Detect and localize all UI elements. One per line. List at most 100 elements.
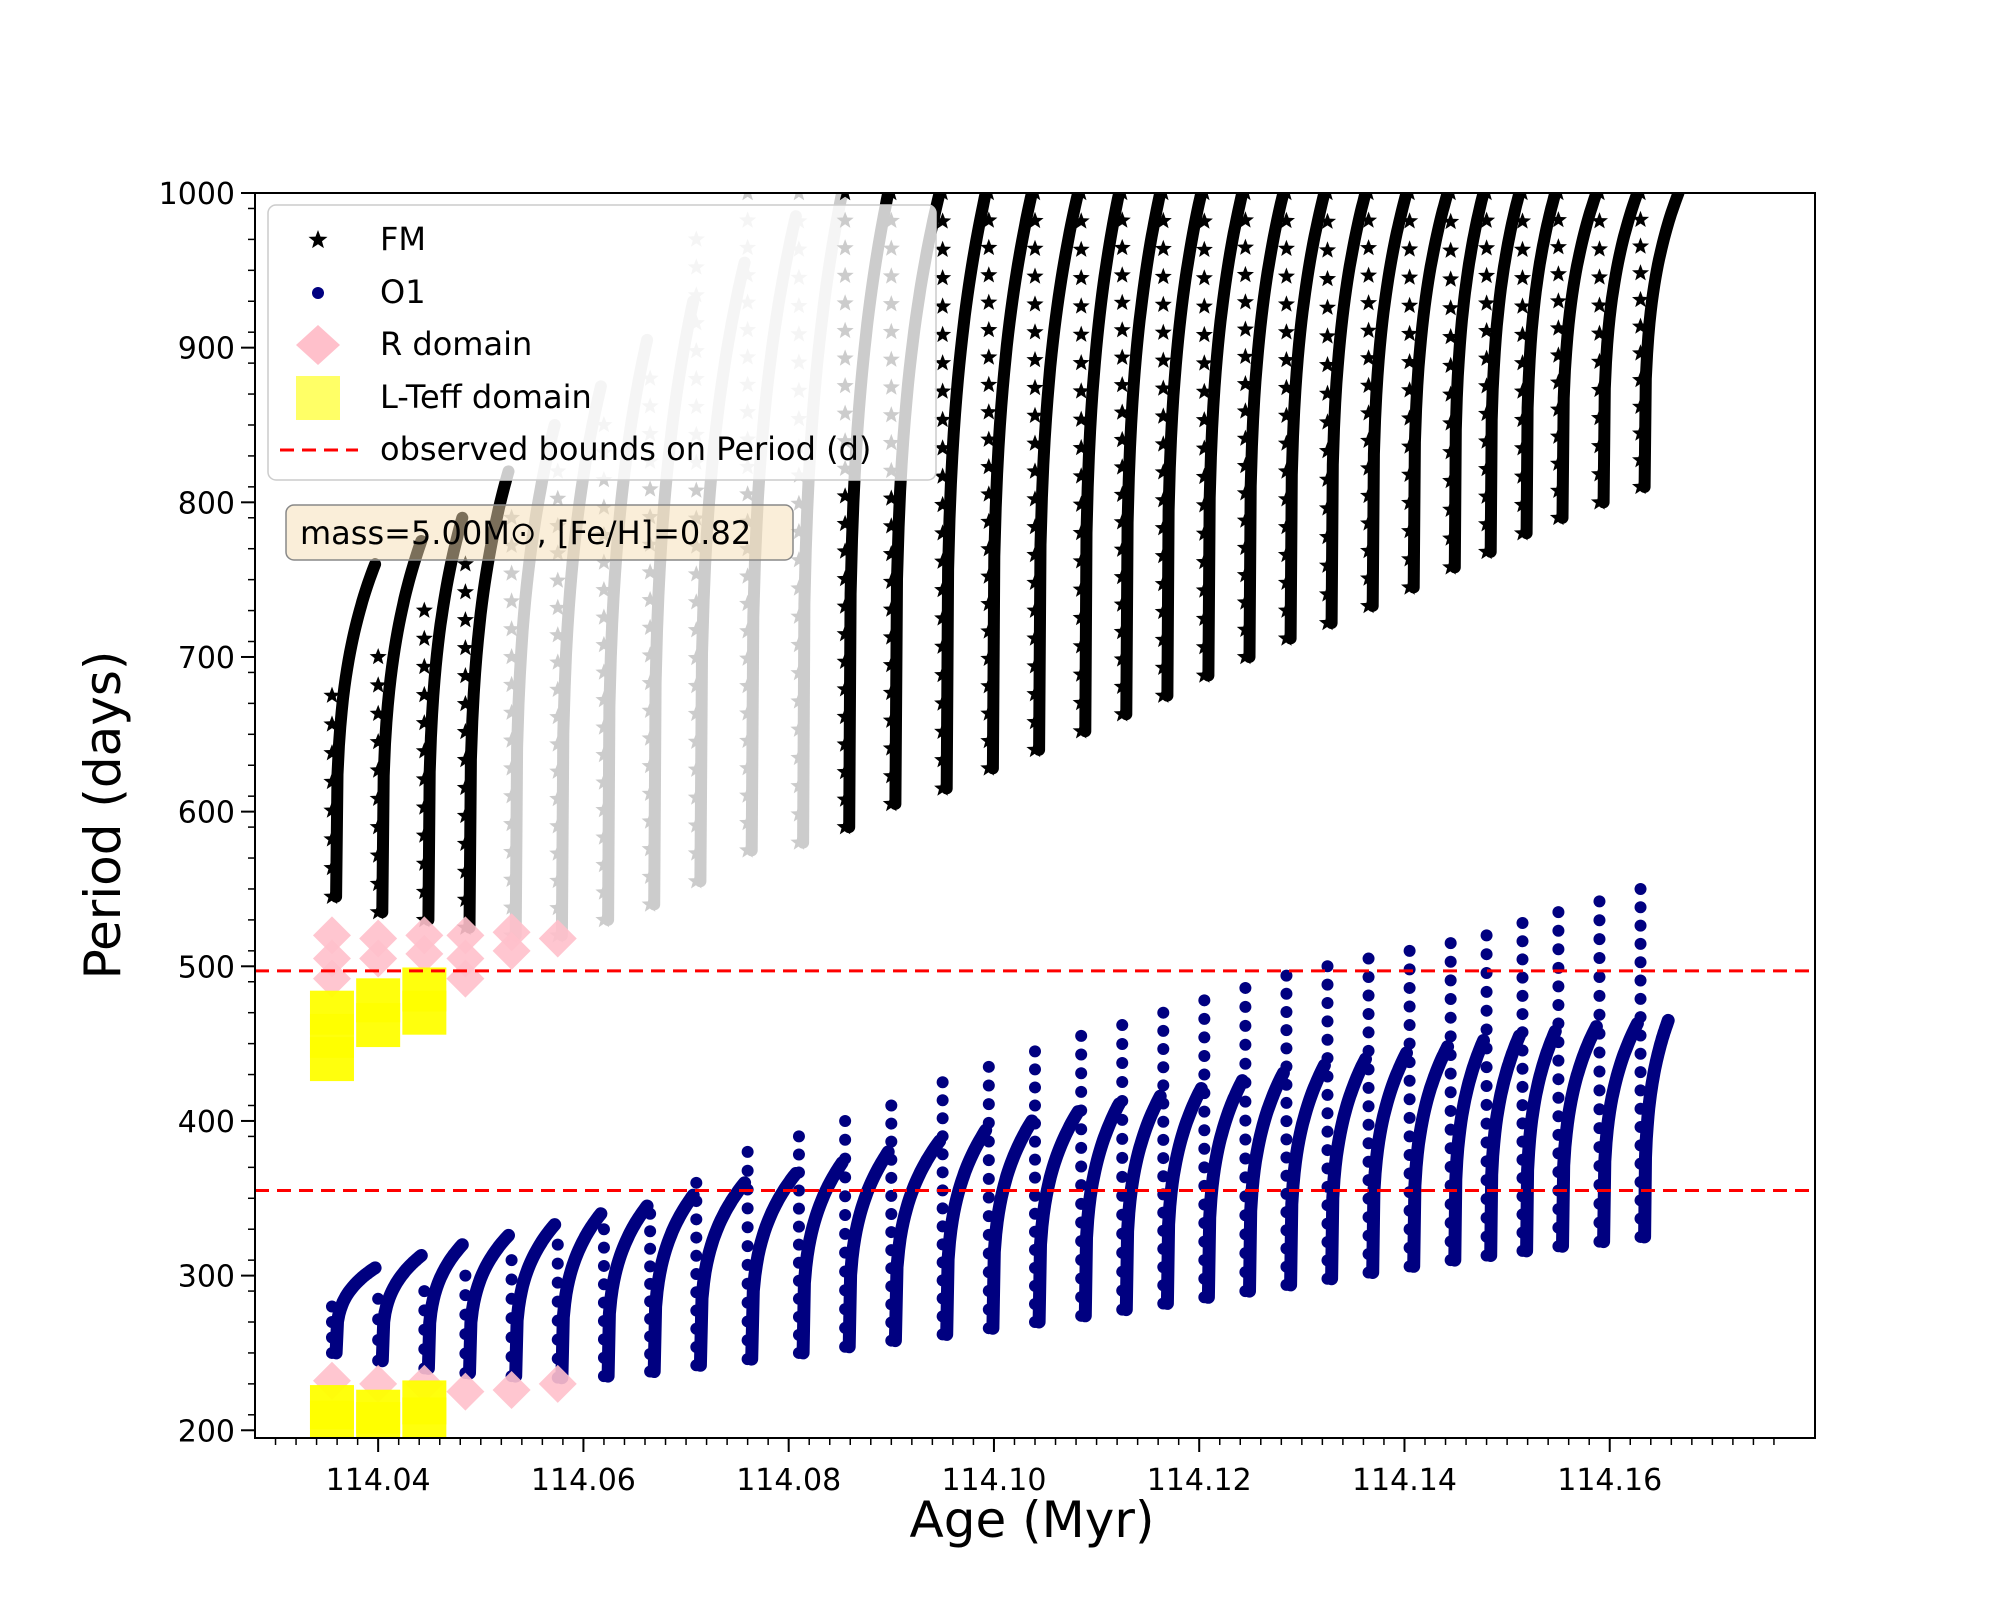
o1-point — [1444, 1048, 1457, 1061]
o1-point — [1552, 1110, 1565, 1123]
fm-point — [549, 844, 567, 861]
r-domain-point — [312, 959, 351, 998]
o1-point — [1239, 1057, 1252, 1070]
fm-point — [641, 812, 659, 829]
fm-point — [1195, 439, 1213, 456]
o1-cycle — [1366, 1046, 1413, 1279]
fm-point — [1072, 410, 1090, 427]
o1-point — [792, 1238, 805, 1251]
o1-point — [644, 1260, 657, 1273]
o1-point — [644, 1277, 657, 1290]
fm-point — [1072, 552, 1090, 569]
o1-point — [1157, 1297, 1170, 1310]
fm-point — [1318, 212, 1337, 229]
fm-cycle — [1407, 193, 1454, 594]
o1-point — [1198, 1105, 1211, 1118]
fm-point — [882, 739, 900, 756]
fm-point — [790, 664, 808, 681]
o1-point — [1516, 1190, 1529, 1203]
fm-point — [739, 759, 757, 776]
fm-point — [790, 635, 808, 653]
fm-point — [1360, 459, 1378, 476]
o1-point — [1480, 1211, 1493, 1224]
o1-point — [1552, 1036, 1565, 1049]
o1-point — [1029, 1207, 1041, 1220]
fm-point — [323, 744, 341, 761]
fm-point — [836, 487, 854, 504]
r-domain-point — [312, 939, 351, 978]
fm-point — [549, 489, 567, 506]
fm-point — [790, 720, 808, 737]
o1-cycle — [1284, 1058, 1331, 1292]
o1-point — [1403, 1148, 1416, 1161]
fm-point — [1195, 212, 1213, 229]
fm-point — [1318, 585, 1337, 602]
o1-cycle — [1556, 1020, 1603, 1253]
fm-point — [1277, 406, 1295, 423]
o1-point — [1239, 1000, 1252, 1013]
o1-point — [1321, 1015, 1334, 1028]
o1-point — [1280, 1151, 1293, 1164]
fm-point — [980, 540, 998, 557]
y-tick-label: 400 — [178, 1105, 235, 1140]
o1-point — [839, 1303, 852, 1316]
fm-point — [415, 770, 433, 787]
fm-point — [1072, 269, 1090, 286]
o1-point — [1321, 1033, 1334, 1046]
o1-point — [982, 1154, 995, 1167]
fm-cycle — [1079, 193, 1126, 738]
o1-point — [597, 1259, 610, 1272]
o1-point — [1198, 1161, 1211, 1174]
o1-point — [1075, 1123, 1088, 1136]
o1-point — [1280, 1042, 1293, 1055]
fm-point — [1549, 319, 1567, 336]
fm-point — [595, 855, 613, 873]
fm-point — [1072, 637, 1090, 654]
o1-point — [1516, 1244, 1529, 1257]
o1-point — [1593, 1046, 1606, 1059]
fm-point — [980, 348, 998, 365]
o1-point — [1634, 919, 1647, 932]
fm-point — [980, 512, 998, 529]
o1-point — [1634, 1102, 1647, 1115]
fm-point — [739, 841, 757, 858]
o1-cycle — [1448, 1034, 1490, 1267]
fm-point — [1158, 193, 1169, 201]
o1-point — [1321, 1272, 1334, 1285]
o1-point — [1593, 1065, 1606, 1078]
fm-point — [503, 731, 521, 748]
o1-point — [885, 1189, 898, 1202]
fm-point — [1513, 325, 1532, 343]
o1-point — [1516, 1008, 1529, 1021]
o1-point — [1280, 1242, 1293, 1255]
o1-point — [1198, 1012, 1211, 1025]
fm-point — [980, 567, 998, 584]
o1-point — [792, 1256, 805, 1269]
fm-point — [1401, 268, 1419, 285]
x-tick-label: 114.08 — [736, 1463, 841, 1498]
fm-point — [790, 777, 808, 794]
fm-point — [1360, 376, 1378, 393]
fm-cycle — [330, 558, 382, 903]
fm-point — [1549, 346, 1567, 363]
o1-point — [1593, 933, 1606, 946]
fm-point — [1113, 513, 1131, 530]
o1-point — [936, 1328, 949, 1341]
o1-point — [1516, 1099, 1529, 1112]
o1-point — [1198, 1254, 1211, 1267]
fm-point — [641, 618, 659, 635]
o1-series — [325, 882, 1675, 1385]
fm-point — [1442, 558, 1460, 575]
fm-point — [980, 293, 998, 310]
fm-point — [415, 882, 433, 900]
o1-cycle — [1119, 1089, 1167, 1317]
fm-point — [1318, 327, 1337, 344]
fm-point — [1072, 608, 1090, 626]
y-tick-label: 800 — [178, 486, 235, 521]
o1-point — [1552, 1054, 1565, 1067]
fm-point — [1360, 266, 1378, 283]
fm-point — [1513, 495, 1532, 513]
o1-point — [1444, 1067, 1457, 1080]
o1-point — [1239, 1190, 1252, 1203]
fm-point — [595, 800, 613, 818]
